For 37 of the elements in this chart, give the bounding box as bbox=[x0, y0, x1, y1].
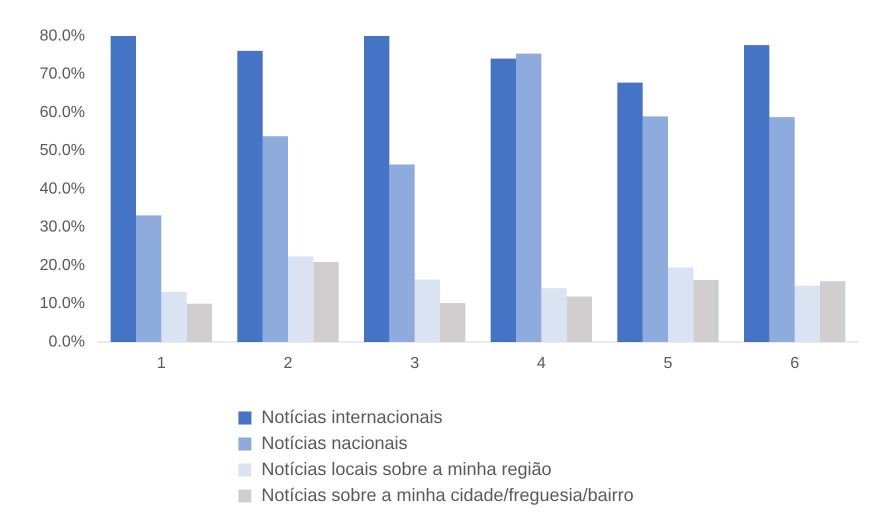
bar bbox=[110, 36, 136, 342]
y-tick-label: 60.0% bbox=[40, 104, 85, 121]
bar bbox=[262, 136, 288, 342]
bar bbox=[516, 54, 542, 342]
legend-label: Notícias locais sobre a minha região bbox=[261, 458, 552, 479]
y-tick-label: 0.0% bbox=[48, 333, 85, 350]
y-tick-label: 30.0% bbox=[40, 218, 85, 236]
bar bbox=[617, 82, 643, 342]
bar bbox=[161, 292, 187, 342]
legend-label: Notícias nacionais bbox=[261, 432, 408, 453]
y-tick-label: 70.0% bbox=[40, 66, 85, 83]
bar bbox=[364, 36, 390, 342]
bar bbox=[794, 286, 820, 342]
bar bbox=[642, 116, 668, 342]
bar bbox=[288, 256, 314, 342]
bar bbox=[541, 288, 567, 342]
y-tick-label: 50.0% bbox=[40, 142, 85, 160]
y-tick-label: 10.0% bbox=[40, 295, 85, 312]
bar bbox=[414, 280, 440, 342]
x-tick-label: 1 bbox=[156, 355, 166, 372]
bar bbox=[136, 215, 162, 342]
x-tick-label: 4 bbox=[536, 355, 546, 372]
bar bbox=[490, 58, 516, 342]
bar bbox=[389, 164, 415, 342]
legend-label: Notícias sobre a minha cidade/freguesia/bairro bbox=[261, 484, 634, 505]
x-tick-label: 5 bbox=[664, 355, 673, 372]
y-tick-label: 80.0% bbox=[40, 27, 85, 44]
bar bbox=[769, 117, 795, 342]
bar bbox=[668, 267, 694, 342]
y-tick-label: 20.0% bbox=[40, 256, 85, 274]
y-tick-label: 40.0% bbox=[40, 180, 85, 198]
x-tick-label: 2 bbox=[284, 355, 293, 372]
bar bbox=[237, 50, 263, 342]
x-tick-label: 3 bbox=[410, 355, 420, 372]
legend-label: Notícias internacionais bbox=[261, 406, 442, 427]
x-tick-label: 6 bbox=[790, 355, 800, 372]
bar bbox=[744, 45, 770, 342]
